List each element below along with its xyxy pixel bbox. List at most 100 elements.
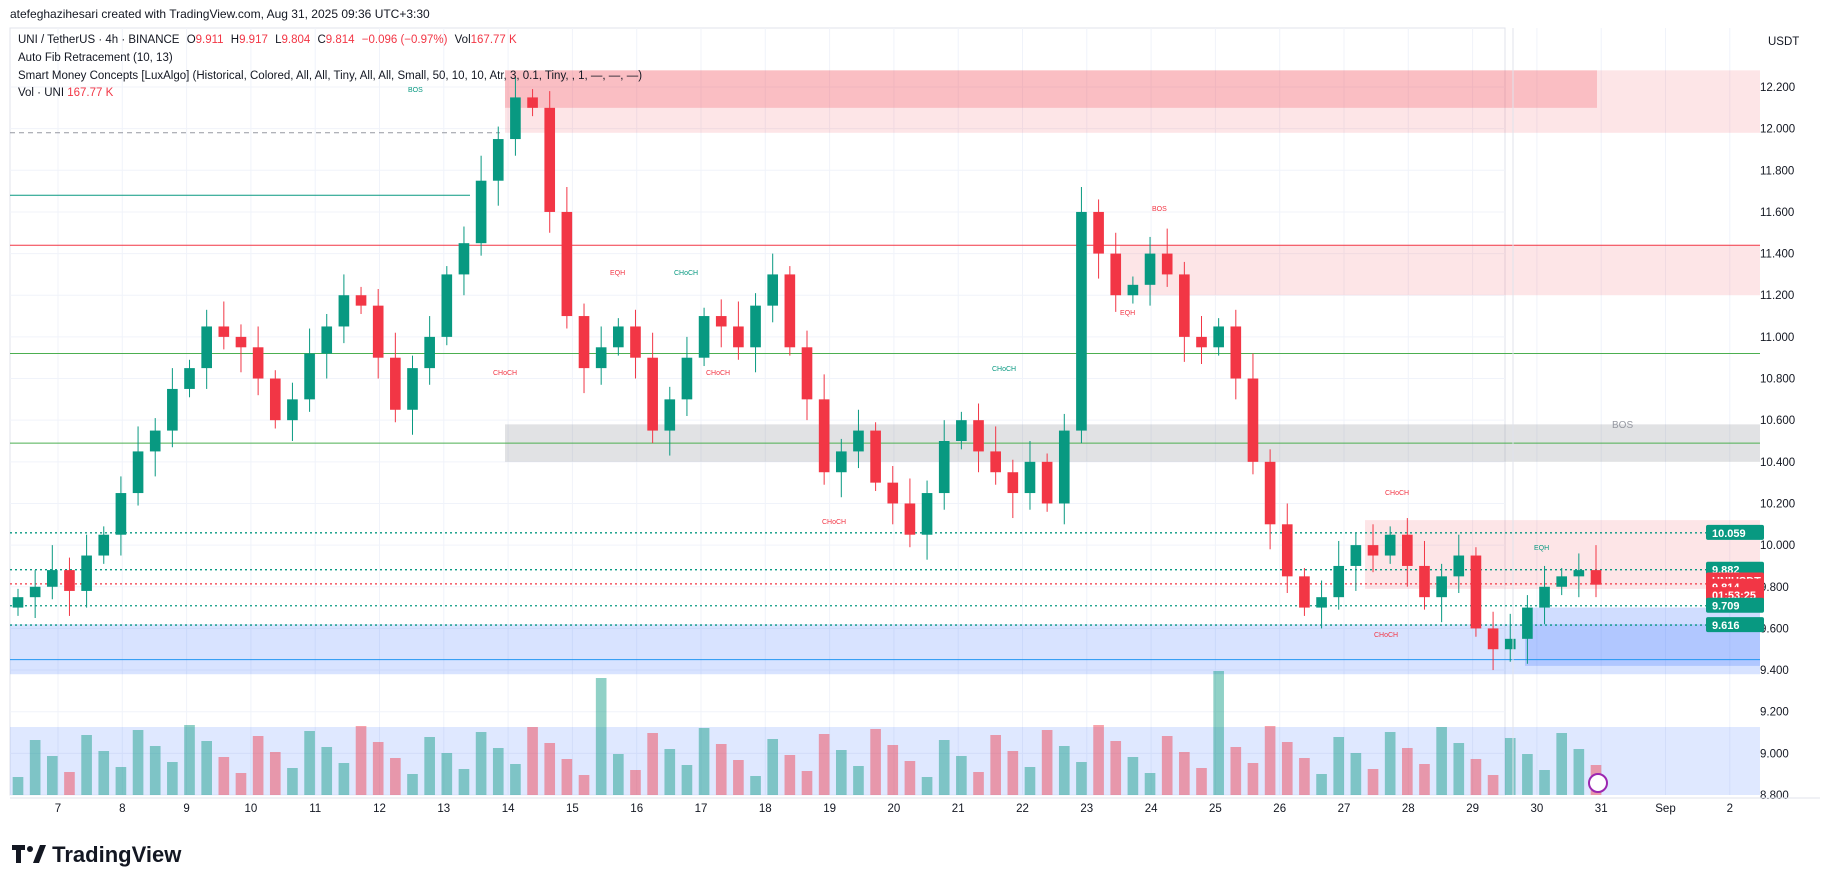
x-tick-label: 8 xyxy=(119,803,125,815)
candle-body xyxy=(1093,211,1104,254)
volume-bar xyxy=(1556,733,1568,795)
x-tick-label: 12 xyxy=(373,803,386,815)
candle-body xyxy=(1453,555,1465,577)
smc-annotation-label: CHoCH xyxy=(822,519,846,526)
candle-body xyxy=(767,274,779,306)
candle-body xyxy=(81,555,92,591)
volume-bar xyxy=(115,767,127,795)
y-tick-label: 11.600 xyxy=(1760,207,1794,219)
volume-bar xyxy=(29,740,41,795)
smc-zones xyxy=(10,70,1760,795)
x-tick-label: 23 xyxy=(1080,803,1093,815)
tradingview-brand[interactable]: TradingView xyxy=(12,842,181,869)
x-tick-label: 25 xyxy=(1209,803,1222,815)
brand-name: TradingView xyxy=(52,842,182,867)
y-tick-label: 11.800 xyxy=(1760,165,1794,177)
candle-body xyxy=(132,451,144,494)
candle-body xyxy=(475,180,487,244)
candle-body xyxy=(715,316,727,327)
y-tick-label: 8.800 xyxy=(1760,790,1789,802)
candle-body xyxy=(750,305,761,348)
volume-bar xyxy=(1058,746,1070,795)
x-tick-label: 27 xyxy=(1338,803,1351,815)
volume-bar xyxy=(1179,752,1190,795)
price-tag-label: 9.709 xyxy=(1712,601,1740,613)
volume-bar xyxy=(1041,730,1053,795)
candle-body xyxy=(115,493,127,535)
candle-body xyxy=(269,378,281,421)
y-tick-label: 9.400 xyxy=(1760,665,1789,677)
high-label: H xyxy=(230,34,240,46)
smc-annotation-label: BOS xyxy=(1152,206,1167,213)
y-tick-label: 9.800 xyxy=(1760,582,1789,594)
candle-body xyxy=(1350,545,1362,566)
volume-bar xyxy=(458,769,470,795)
volume-bar xyxy=(1453,743,1465,795)
x-tick-label: 19 xyxy=(823,803,836,815)
symbol-title[interactable]: UNI / TetherUS · 4h · BINANCE xyxy=(18,34,180,46)
candle-body xyxy=(595,347,607,369)
volume-bar xyxy=(201,741,212,795)
volume-bar xyxy=(1487,775,1499,795)
volume-bar xyxy=(835,750,847,795)
volume-bar xyxy=(1522,754,1533,795)
price-tag-bg xyxy=(1706,617,1764,633)
candle-body xyxy=(733,326,744,348)
volume-zone xyxy=(10,727,1760,795)
x-tick-label: 29 xyxy=(1466,803,1479,815)
time-axis[interactable]: 7 8 9 10 11 12 13 14 15 16 17 18 19 20 21 22 23 24 25 26 27 2… xyxy=(10,797,1820,815)
candle-body xyxy=(1573,570,1585,577)
candle-body xyxy=(921,493,933,535)
volume-bar xyxy=(1213,671,1224,795)
indicator-volume[interactable]: Vol · UNI 167.77 K xyxy=(18,87,113,99)
volume-bar xyxy=(561,759,573,795)
price-tags: 10.0599.882UNIUSDT9.81401:53:259.7099.61… xyxy=(1706,524,1764,633)
candle-body xyxy=(544,107,556,212)
volume-bar xyxy=(1299,758,1310,795)
y-tick-label: 12.200 xyxy=(1760,82,1795,94)
candle-body xyxy=(1316,597,1327,608)
candle-body xyxy=(1161,253,1173,275)
volume-bar xyxy=(1504,738,1516,795)
volume-bar xyxy=(1281,742,1293,795)
volume-bars xyxy=(12,671,1602,795)
x-tick-label: Sep xyxy=(1655,803,1675,815)
volume-indicator-label: Vol · UNI xyxy=(18,87,65,99)
supply-zone-top xyxy=(505,70,1760,133)
indicator-smc[interactable]: Smart Money Concepts [LuxAlgo] (Historic… xyxy=(18,70,643,82)
y-tick-label: 11.000 xyxy=(1760,332,1794,344)
volume-bar xyxy=(784,755,796,795)
volume-bar xyxy=(1316,774,1327,795)
candle-body xyxy=(1367,545,1379,556)
y-tick-label: 9.600 xyxy=(1760,623,1789,635)
x-tick-label: 26 xyxy=(1273,803,1286,815)
price-tag-label: 9.616 xyxy=(1712,620,1740,632)
candle-body xyxy=(1110,253,1122,296)
candle-body xyxy=(1402,534,1413,566)
candle-body xyxy=(218,326,230,337)
currency-label[interactable]: USDT xyxy=(1768,36,1800,48)
y-tick-label: 10.400 xyxy=(1760,457,1795,469)
volume-bar xyxy=(1419,764,1430,795)
candle-body xyxy=(441,274,453,337)
volume-bar xyxy=(595,678,607,795)
candle-body xyxy=(235,336,247,348)
candle-body xyxy=(613,326,624,348)
volume-bar xyxy=(1076,762,1087,795)
indicator-fib[interactable]: Auto Fib Retracement (10, 13) xyxy=(18,52,173,64)
x-tick-label: 18 xyxy=(759,803,772,815)
volume-bar xyxy=(870,729,881,795)
volume-bar xyxy=(801,771,813,795)
supply-zone-top-inner xyxy=(505,70,1597,108)
price-axis[interactable]: 12.200 12.000 11.800 11.600 11.400 11.200 11.0… xyxy=(1512,28,1795,802)
volume-bar xyxy=(921,777,933,795)
candle-body xyxy=(630,326,641,358)
smc-annotation-label: CHoCH xyxy=(992,366,1016,373)
y-tick-label: 10.800 xyxy=(1760,374,1795,386)
volume-bar xyxy=(235,773,247,795)
volume-bar xyxy=(1350,753,1362,795)
low-value: 9.804 xyxy=(281,34,311,46)
candle-body xyxy=(973,420,984,452)
volume-bar xyxy=(390,758,401,795)
